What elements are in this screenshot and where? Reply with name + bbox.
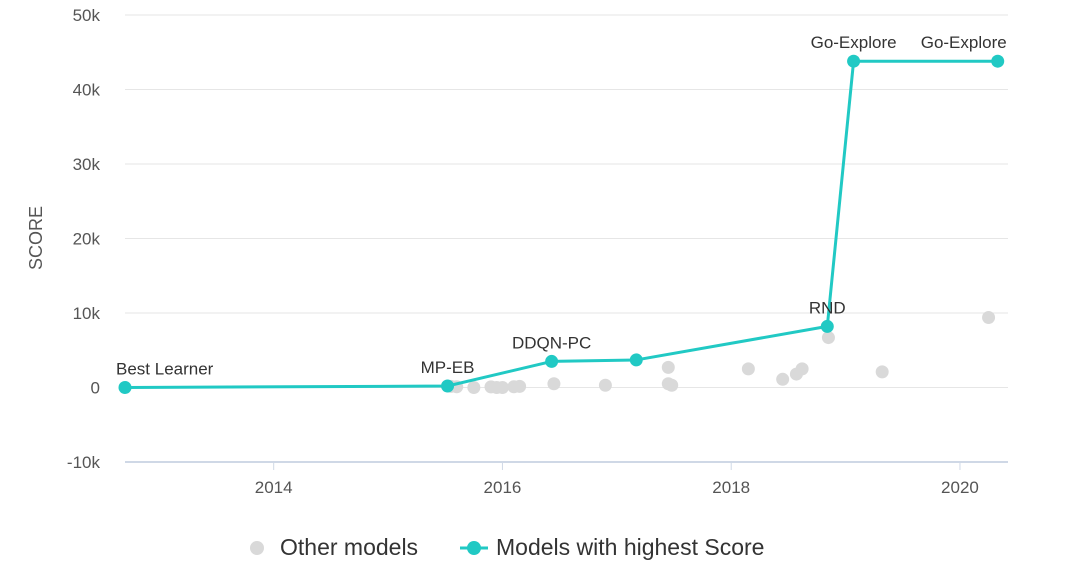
best-model-label: Go-Explore bbox=[921, 33, 1007, 52]
legend-best-models-marker bbox=[467, 541, 481, 555]
other-model-point[interactable] bbox=[598, 378, 612, 392]
other-models-points bbox=[444, 310, 996, 394]
best-model-label: DDQN-PC bbox=[512, 333, 591, 352]
other-model-point[interactable] bbox=[513, 379, 527, 393]
legend-best-models-label: Models with highest Score bbox=[496, 534, 764, 560]
other-model-point[interactable] bbox=[795, 362, 809, 376]
other-model-point[interactable] bbox=[665, 378, 679, 392]
other-model-point[interactable] bbox=[776, 372, 790, 386]
best-model-point[interactable] bbox=[847, 54, 861, 68]
other-model-point[interactable] bbox=[821, 331, 835, 345]
y-tick-label: 20k bbox=[73, 230, 101, 249]
best-model-point[interactable] bbox=[545, 354, 559, 368]
other-model-point[interactable] bbox=[661, 360, 675, 374]
best-model-point[interactable] bbox=[629, 353, 643, 367]
best-model-label: RND bbox=[809, 298, 846, 317]
x-tick-label: 2018 bbox=[712, 478, 750, 497]
y-axis-ticks: -10k 0 10k 20k 30k 40k 50k bbox=[67, 6, 101, 472]
other-model-point[interactable] bbox=[982, 310, 996, 324]
y-tick-label: 0 bbox=[91, 379, 100, 398]
grid-lines bbox=[125, 14, 1008, 463]
y-tick-label: 50k bbox=[73, 6, 101, 25]
other-model-point[interactable] bbox=[875, 365, 889, 379]
best-model-label: MP-EB bbox=[421, 358, 475, 377]
legend[interactable]: Other models Models with highest Score bbox=[250, 534, 764, 560]
other-model-point[interactable] bbox=[467, 381, 481, 394]
y-tick-label: -10k bbox=[67, 453, 101, 472]
best-model-point[interactable] bbox=[118, 381, 132, 394]
other-model-point[interactable] bbox=[547, 377, 561, 391]
best-model-point[interactable] bbox=[441, 379, 455, 393]
y-tick-label: 10k bbox=[73, 304, 101, 323]
legend-other-models-marker bbox=[250, 541, 264, 555]
other-model-point[interactable] bbox=[741, 362, 755, 376]
y-axis-title: SCORE bbox=[26, 206, 46, 270]
best-model-label: Best Learner bbox=[116, 360, 214, 379]
legend-item-best-models[interactable]: Models with highest Score bbox=[460, 534, 764, 560]
best-model-point[interactable] bbox=[991, 54, 1005, 68]
x-tick-label: 2020 bbox=[941, 478, 979, 497]
x-axis-ticks: 2014 2016 2018 2020 bbox=[255, 462, 979, 497]
best-models-labels: Best Learner MP-EB DDQN-PC RND Go-Explore Go-… bbox=[116, 33, 1007, 378]
legend-other-models-label: Other models bbox=[280, 534, 418, 560]
y-tick-label: 30k bbox=[73, 155, 101, 174]
best-model-label: Go-Explore bbox=[811, 33, 897, 52]
y-tick-label: 40k bbox=[73, 81, 101, 100]
best-models-series bbox=[118, 54, 1005, 394]
x-tick-label: 2014 bbox=[255, 478, 293, 497]
other-model-point[interactable] bbox=[495, 381, 509, 394]
legend-item-other-models[interactable]: Other models bbox=[250, 534, 418, 560]
x-tick-label: 2016 bbox=[484, 478, 522, 497]
best-model-point[interactable] bbox=[820, 319, 834, 333]
